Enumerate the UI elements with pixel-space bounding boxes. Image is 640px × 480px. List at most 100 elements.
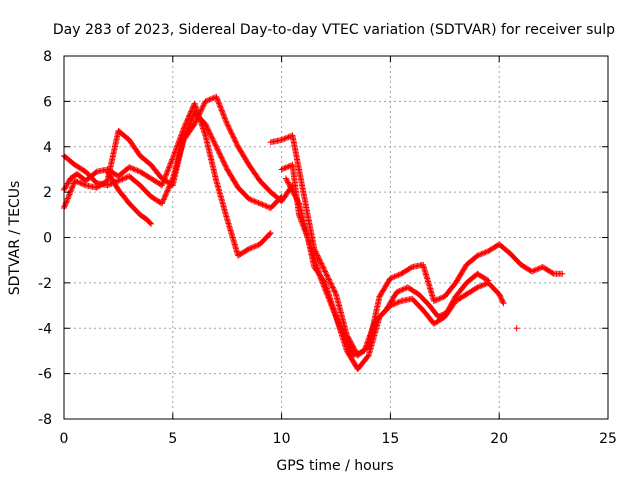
trail-point — [398, 287, 405, 294]
trail-point — [418, 305, 425, 312]
trail-point — [263, 203, 270, 210]
trail-point — [321, 267, 328, 274]
trail-point — [400, 286, 407, 293]
trail-point — [364, 339, 371, 346]
trail-point — [91, 177, 98, 184]
x-tick-label: 15 — [381, 431, 399, 447]
trail-point — [190, 122, 197, 129]
series-track-1 — [61, 100, 274, 259]
data-point — [202, 98, 209, 105]
trail-point — [164, 187, 171, 194]
trail-point — [163, 189, 170, 196]
trail-point — [64, 196, 71, 203]
trail-point — [199, 103, 206, 110]
trail-point — [172, 148, 179, 155]
trail-point — [322, 287, 329, 294]
trail-point — [204, 125, 211, 132]
trail-point — [284, 164, 291, 171]
trail-point — [499, 297, 506, 304]
trail-point — [334, 317, 341, 324]
y-tick-label: -2 — [38, 276, 52, 292]
trail-point — [218, 106, 225, 113]
trail-point — [217, 151, 224, 158]
trail-point — [81, 181, 88, 188]
trail-point — [124, 198, 131, 205]
trail-point — [215, 149, 222, 156]
trail-point — [324, 291, 331, 298]
trail-point — [247, 245, 254, 252]
trail-point — [390, 274, 397, 281]
trail-point — [233, 182, 240, 189]
trail-point — [185, 122, 192, 129]
trail-point — [217, 104, 224, 111]
trail-point — [171, 150, 178, 157]
trail-point — [248, 197, 255, 204]
trail-point — [295, 199, 302, 206]
trail-point — [497, 293, 504, 300]
trail-point — [292, 193, 299, 200]
trail-point — [365, 336, 372, 343]
trail-point — [220, 111, 227, 118]
trail-point — [134, 167, 141, 174]
trail-point — [335, 320, 342, 327]
trail-point — [481, 249, 488, 256]
trail-point — [211, 139, 218, 146]
trail-point — [326, 297, 333, 304]
trail-point — [64, 195, 71, 202]
trail-point — [234, 142, 241, 149]
trail-point — [367, 331, 374, 338]
trail-point — [248, 244, 255, 251]
trail-point — [462, 264, 469, 271]
trail-point — [317, 273, 324, 280]
trail-point — [207, 131, 214, 138]
trail-point — [129, 165, 135, 172]
y-tick-label: 2 — [43, 185, 52, 201]
trail-point — [61, 185, 68, 192]
trail-point — [213, 145, 220, 152]
trail-point — [433, 296, 440, 303]
trail-point — [165, 184, 172, 191]
trail-point — [357, 349, 364, 356]
trail-point — [338, 327, 345, 334]
trail-point — [134, 180, 141, 187]
trail-point — [180, 138, 187, 145]
trail-point — [62, 202, 69, 209]
trail-point — [66, 178, 73, 185]
trail-point — [188, 117, 195, 124]
trail-point — [146, 219, 153, 226]
trail-point — [213, 95, 220, 102]
trail-point — [224, 122, 231, 129]
trail-point — [214, 96, 221, 103]
trail-point — [210, 137, 217, 144]
trail-point — [135, 168, 142, 175]
trail-point — [116, 177, 123, 184]
trail-point — [212, 142, 219, 149]
trail-point — [342, 335, 349, 342]
y-tick-label: -4 — [38, 321, 52, 337]
trail-point — [188, 108, 195, 115]
data-point — [339, 329, 346, 336]
y-tick-label: 6 — [43, 94, 52, 110]
trail-point — [479, 282, 486, 289]
trail-point — [78, 180, 85, 187]
trail-point — [329, 284, 336, 291]
trail-point — [319, 279, 326, 286]
trail-point — [208, 134, 215, 141]
y-axis-label: SDTVAR / TECUs — [7, 181, 23, 296]
trail-point — [337, 324, 344, 331]
trail-point — [287, 183, 294, 190]
trail-point — [244, 246, 251, 253]
trail-point — [195, 113, 202, 120]
trail-point — [122, 174, 129, 181]
trail-point — [223, 214, 230, 221]
trail-point — [279, 136, 286, 143]
trail-point — [478, 282, 485, 289]
trail-point — [281, 135, 288, 142]
trail-point — [283, 176, 290, 183]
trail-point — [289, 188, 296, 195]
trail-point — [196, 111, 203, 118]
data-point — [115, 177, 122, 184]
trail-point — [318, 276, 325, 283]
trail-point — [549, 270, 556, 277]
